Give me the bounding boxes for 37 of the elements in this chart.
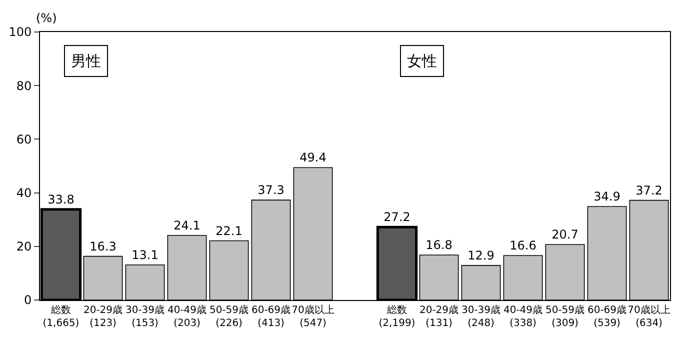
- data-label: 13.1: [132, 248, 158, 262]
- data-label: 16.8: [426, 238, 452, 252]
- y-tick-label: 40: [16, 186, 32, 200]
- y-tick-label: 0: [24, 293, 32, 308]
- y-tick-label: 60: [16, 132, 32, 146]
- x-tick-label: 20-29歳 (131): [419, 304, 459, 329]
- x-tick-label: 50-59歳 (226): [209, 304, 249, 329]
- x-tick-label: 60-69歳 (539): [587, 304, 627, 329]
- y-axis-title: (%): [36, 11, 57, 25]
- x-tick-label: 50-59歳 (309): [545, 304, 585, 329]
- x-tick-label: 30-39歳 (153): [125, 304, 165, 329]
- x-tick-label: 70歳以上 (547): [292, 304, 334, 329]
- x-tick-label: 総数 (1,665): [42, 304, 80, 329]
- data-label: 49.4: [300, 150, 326, 165]
- data-label: 37.3: [258, 183, 284, 198]
- x-tick-label: 70歳以上 (634): [628, 304, 670, 329]
- x-tick-label: 20-29歳 (123): [83, 304, 123, 329]
- data-label: 20.7: [552, 228, 578, 242]
- x-tick-label: 60-69歳 (413): [251, 304, 291, 329]
- x-tick-label: 30-39歳 (248): [461, 304, 501, 329]
- y-tick-label: 80: [16, 78, 32, 93]
- x-tick-label: 総数 (2,199): [378, 304, 416, 329]
- data-label: 33.8: [48, 192, 74, 206]
- data-label: 16.6: [510, 238, 536, 253]
- data-label: 12.9: [468, 248, 494, 262]
- y-tick-label: 100: [8, 25, 32, 40]
- data-label: 22.1: [216, 224, 242, 238]
- x-tick-label: 40-49歳 (338): [503, 304, 543, 329]
- data-label: 16.3: [90, 239, 116, 254]
- annotation: 女性: [407, 52, 437, 70]
- data-label: 27.2: [384, 210, 410, 224]
- data-label: 37.2: [636, 183, 662, 198]
- x-tick-label: 40-49歳 (203): [167, 304, 207, 329]
- data-label: 34.9: [594, 189, 620, 204]
- data-label: 24.1: [174, 218, 200, 232]
- y-tick-label: 20: [16, 240, 32, 254]
- annotation: 男性: [71, 52, 101, 70]
